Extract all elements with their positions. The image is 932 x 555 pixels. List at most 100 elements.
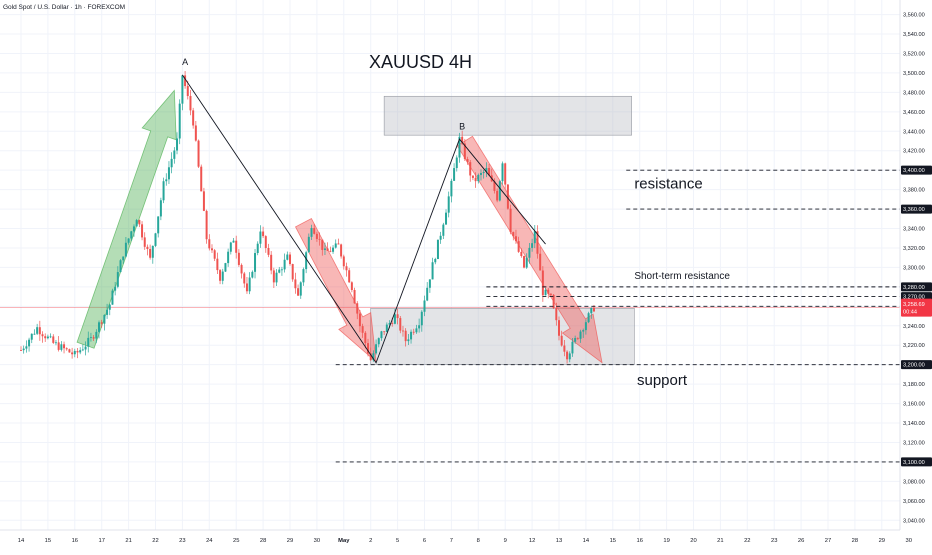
level-tag (901, 165, 932, 175)
candle-body (488, 167, 491, 176)
candle-body (189, 96, 192, 111)
time-axis-bg (0, 530, 932, 550)
level-tag-label: 3,360.00 (903, 207, 925, 213)
candle-body (297, 288, 300, 296)
x-tick-label: 26 (798, 538, 804, 544)
candle-body (205, 210, 208, 240)
red-arrow (294, 217, 377, 363)
candle-body (122, 256, 125, 261)
x-tick-label: 16 (636, 538, 642, 544)
candle-body (60, 344, 63, 350)
annotation-b: B (459, 121, 465, 131)
x-tick-label: 5 (396, 538, 399, 544)
candle-body (98, 322, 101, 332)
y-tick-label: 3,140.00 (903, 421, 925, 427)
candle-body (326, 248, 329, 251)
level-tag (901, 282, 932, 292)
candle-body (493, 181, 496, 191)
candle-body (323, 248, 326, 250)
candle-body (221, 271, 224, 281)
time-axis: 14 15 16 17 21 22 23 24 25 28 29 30 May 2 5 6 7 8 9 12 13 14 1… (0, 529, 932, 550)
candle-body (528, 247, 531, 258)
candle-body (224, 263, 227, 272)
candle-body (216, 258, 219, 271)
candle-body (79, 350, 82, 353)
candle-body (235, 240, 238, 253)
current-price-label: 3,258.69 (903, 302, 925, 308)
level-tag-label: 3,400.00 (903, 168, 925, 174)
candle-body (447, 196, 450, 213)
candle-body (313, 228, 316, 234)
candle-body (302, 269, 305, 283)
x-tick-label: May (338, 538, 350, 544)
annotation-a: A (182, 57, 188, 67)
candle-body (192, 110, 195, 126)
x-tick-label: 8 (477, 538, 480, 544)
candle-body (108, 304, 111, 310)
candle-body (418, 325, 421, 329)
candle-body (219, 270, 222, 281)
candle-body (141, 224, 144, 238)
x-tick-label: 15 (45, 538, 51, 544)
x-tick-label: 16 (72, 538, 78, 544)
y-tick-label: 3,380.00 (903, 188, 925, 194)
current-price-countdown: 00:44 (903, 310, 917, 316)
candle-body (434, 259, 437, 263)
candle-body (566, 351, 569, 360)
x-tick-label: 14 (18, 538, 25, 544)
candle-body (41, 334, 44, 337)
candle-body (469, 162, 472, 176)
candle-body (36, 327, 39, 334)
candle-body (463, 143, 466, 160)
x-tick-label: 19 (663, 538, 669, 544)
candle-body (321, 239, 324, 250)
candle-body (377, 338, 380, 345)
candle-body (436, 239, 439, 260)
candle-body (558, 320, 560, 336)
candle-body (410, 331, 413, 340)
y-tick-label: 3,060.00 (903, 499, 925, 505)
candle-body (38, 327, 41, 335)
candle-body (334, 243, 337, 248)
candle-body (264, 236, 267, 249)
candle-body (25, 346, 28, 349)
candle-body (114, 286, 117, 291)
candle-body (358, 313, 361, 327)
candle-body (87, 337, 90, 347)
candle-body (254, 253, 257, 272)
x-tick-label: 22 (744, 538, 750, 544)
candle-body (95, 331, 98, 339)
candle-body (227, 251, 230, 264)
candle-body (200, 166, 203, 192)
candle-body (364, 332, 367, 344)
candle-body (149, 249, 152, 258)
candle-body (63, 344, 66, 349)
candle-body (496, 190, 499, 201)
candle-body (584, 322, 587, 331)
candle-body (391, 323, 394, 324)
candle-body (506, 184, 509, 209)
candle-body (482, 171, 485, 174)
y-tick-label: 3,180.00 (903, 382, 925, 388)
candle-body (135, 220, 138, 227)
candle-body (124, 242, 127, 257)
candle-body (248, 277, 251, 292)
x-tick-label: 6 (423, 538, 426, 544)
candle-body (76, 350, 79, 353)
candle-body (318, 238, 321, 240)
candle-body (401, 330, 404, 332)
y-tick-label: 3,480.00 (903, 90, 925, 96)
candle-body (57, 342, 60, 350)
candle-body (501, 163, 504, 182)
candle-body (523, 256, 526, 268)
candle-body (536, 231, 539, 254)
x-tick-label: 21 (717, 538, 723, 544)
candle-body (348, 270, 351, 283)
candle-body (138, 220, 141, 225)
x-tick-label: 25 (233, 538, 239, 544)
y-tick-label: 3,460.00 (903, 110, 925, 116)
candles (20, 70, 595, 364)
x-tick-label: 23 (771, 538, 777, 544)
